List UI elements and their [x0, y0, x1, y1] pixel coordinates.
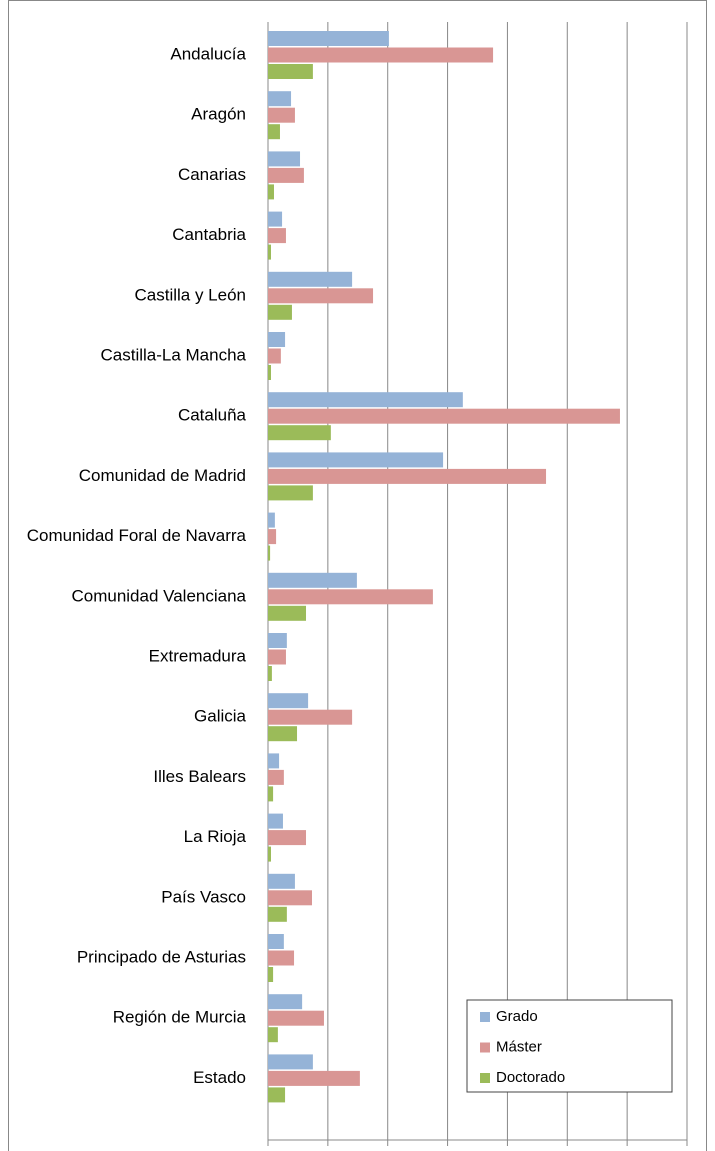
- bar: [268, 91, 292, 107]
- bar: [268, 605, 307, 621]
- bar: [268, 994, 303, 1010]
- bar: [268, 244, 271, 260]
- bar: [268, 304, 292, 320]
- bar: [268, 769, 284, 785]
- bar: [268, 693, 309, 709]
- y-tick-label: La Rioja: [184, 827, 247, 846]
- bar: [268, 950, 295, 966]
- y-tick-label: Castilla y León: [134, 285, 246, 304]
- legend-label: Doctorado: [496, 1069, 565, 1086]
- bar: [268, 666, 272, 681]
- bar: [268, 1070, 360, 1086]
- bar: [268, 1027, 278, 1043]
- y-tick-label: Principado de Asturias: [77, 947, 246, 966]
- bar: [268, 228, 286, 244]
- legend-box: [466, 999, 673, 1093]
- bar: [268, 124, 280, 140]
- bar: [268, 64, 313, 79]
- bar: [268, 846, 271, 862]
- y-tick-label: Estado: [193, 1068, 246, 1087]
- bar: [268, 1087, 286, 1103]
- bar: [268, 485, 313, 501]
- bar: [268, 392, 463, 408]
- bar: [268, 271, 353, 287]
- bar: [268, 47, 494, 63]
- bar: [268, 452, 444, 468]
- bar: [268, 31, 389, 46]
- bar: [268, 365, 271, 380]
- bar: [268, 873, 295, 889]
- y-tick-label: Canarias: [178, 165, 246, 184]
- y-tick-label: Comunidad de Madrid: [79, 466, 246, 485]
- bar: [268, 572, 357, 588]
- bar: [268, 512, 275, 528]
- bar: [268, 830, 307, 846]
- legend-swatch: [480, 1042, 490, 1053]
- bar: [268, 425, 331, 441]
- legend-label: Máster: [496, 1038, 542, 1055]
- bar: [268, 1010, 324, 1026]
- bar: [268, 529, 277, 545]
- chart-frame: [8, 0, 707, 1151]
- y-tick-label: Galicia: [194, 707, 247, 726]
- bar: [268, 726, 298, 742]
- y-tick-label: Castilla-La Mancha: [100, 345, 246, 364]
- bar: [268, 633, 287, 648]
- bar: [268, 151, 301, 167]
- bar: [268, 408, 620, 424]
- bar: [268, 167, 304, 183]
- bar: [268, 813, 283, 829]
- y-tick-label: Comunidad Valenciana: [71, 586, 246, 605]
- y-tick-label: Aragón: [191, 105, 246, 124]
- bar: [268, 649, 286, 665]
- bar: [268, 890, 312, 906]
- bar: [268, 348, 281, 364]
- y-tick-label: Illes Balears: [153, 767, 246, 786]
- bar: [268, 709, 353, 725]
- bar: [268, 332, 286, 347]
- y-tick-label: País Vasco: [161, 887, 246, 906]
- y-tick-label: Andalucía: [170, 44, 246, 63]
- legend-swatch: [480, 1073, 490, 1083]
- bar: [268, 468, 547, 484]
- legend-swatch: [480, 1012, 490, 1022]
- bar: [268, 934, 284, 949]
- bar: [268, 107, 295, 123]
- bar: [268, 589, 433, 605]
- bar: [268, 967, 274, 982]
- bar: [268, 211, 283, 227]
- y-tick-label: Comunidad Foral de Navarra: [27, 526, 247, 545]
- bar: [268, 753, 280, 769]
- bar: [268, 786, 274, 802]
- y-tick-label: Región de Murcia: [113, 1008, 247, 1027]
- y-tick-label: Extremadura: [149, 646, 247, 665]
- y-tick-label: Cantabria: [172, 225, 246, 244]
- bar: [268, 184, 274, 200]
- y-tick-label: Cataluña: [178, 406, 247, 425]
- bar: [268, 1054, 313, 1070]
- bar: [268, 545, 271, 561]
- bar: [268, 288, 374, 304]
- legend-label: Grado: [496, 1008, 538, 1025]
- bar: [268, 906, 287, 922]
